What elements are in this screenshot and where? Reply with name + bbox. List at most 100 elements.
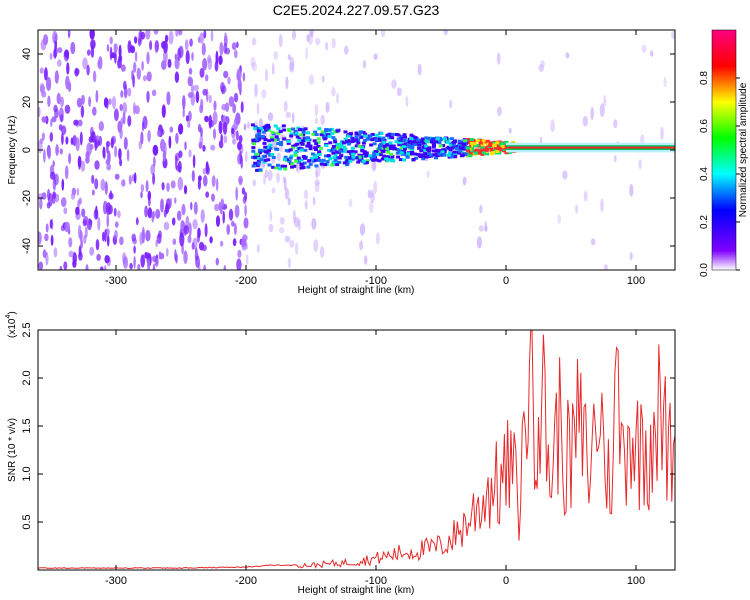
spectrogram-signal-cell (274, 147, 279, 151)
spectrogram-noise-cell (178, 30, 183, 36)
spectrogram-noise-cell (538, 64, 544, 72)
colorbar-gradient (711, 29, 737, 271)
spectrogram-signal-cell (327, 134, 332, 138)
spectrogram-noise-cell (590, 106, 594, 120)
spectrogram-signal-cell (462, 143, 466, 146)
spectrogram-signal-cell (276, 127, 281, 131)
spectrogram-signal-cell (354, 132, 359, 136)
spectrogram-signal-cell (345, 139, 349, 143)
spectrogram-noise-cell (478, 225, 484, 232)
spectrogram-noise-cell (122, 102, 128, 115)
spectrogram-signal-cell (491, 141, 496, 145)
spectrogram-signal-cell (278, 167, 282, 171)
spectrogram-noise-cell (367, 189, 372, 199)
spectrogram-noise-cell (52, 191, 57, 200)
spectrogram-noise-cell (205, 165, 210, 176)
spectrogram-signal-cell (455, 147, 459, 150)
spectrogram-signal-cell (492, 149, 497, 153)
spectrogram-noise-cell (242, 195, 247, 204)
colorbar: 0.0 0.2 0.4 0.6 0.8 Normalized spectral ampl… (699, 29, 749, 277)
spectrogram-signal-cell (291, 144, 296, 148)
spectrogram-signal-cell (463, 153, 468, 157)
spectrogram-noise-cell (81, 208, 86, 218)
spectrogram-signal-cell (396, 155, 401, 159)
spectrogram-noise-cell (603, 95, 607, 107)
spectrogram-noise-cell (192, 154, 196, 168)
spectrogram-signal-cell (314, 133, 319, 137)
spectrogram-signal-cell (382, 154, 387, 158)
spectrogram-signal-cell (388, 132, 393, 136)
spectrogram-signal-cell (396, 133, 401, 137)
spectrogram-noise-cell (243, 217, 249, 229)
y-tick-label: 0 (21, 147, 33, 153)
spectrogram-noise-cell (314, 182, 320, 193)
spectrogram-noise-cell (199, 67, 205, 78)
spectrogram-signal-cell (335, 143, 340, 147)
spectrogram-signal-cell (402, 133, 407, 137)
spectrogram-signal-cell (353, 138, 358, 142)
spectrogram-signal-cell (403, 135, 408, 139)
spectrogram-signal-cell (356, 160, 361, 164)
spectrogram-signal-cell (254, 138, 259, 142)
snr-x-label: Height of straight line (km) (298, 585, 415, 596)
spectrogram-signal-cell (351, 155, 356, 159)
spectrogram-noise-cell (638, 159, 642, 170)
spectrogram-signal-cell (310, 152, 315, 156)
spectrogram-signal-cell (395, 151, 400, 155)
spectrogram-signal-cell (449, 153, 454, 157)
spectrogram-noise-cell (269, 210, 273, 222)
spectrogram-signal-cell (297, 138, 302, 142)
snr-frame (37, 329, 676, 571)
spectrogram-signal-cell (326, 154, 331, 158)
spectrogram-noise-cell (88, 219, 93, 226)
spectrogram-noise-cell (121, 179, 126, 187)
spectrogram-signal-cell (453, 153, 457, 156)
spectrogram-noise-cell (145, 229, 151, 242)
spectrogram-signal-cell (319, 162, 324, 166)
spectrogram-signal-cell (374, 133, 379, 137)
spectrogram-signal-cell (452, 141, 456, 144)
spectrogram-noise-cell (222, 121, 228, 135)
spectrogram-noise-cell (119, 103, 123, 112)
spectrogram-noise-cell (141, 60, 144, 71)
spectrogram-signal-cell (359, 135, 364, 139)
spectrogram-noise-cell (58, 124, 63, 131)
spectrogram-signal-cell (425, 140, 430, 144)
spectrogram-noise-cell (161, 41, 167, 49)
spectrogram-signal-cell (256, 156, 261, 160)
spectrogram-noise-cell (251, 61, 257, 72)
spectrogram-signal-cell (328, 157, 333, 161)
spectrogram-noise-cell (178, 123, 184, 135)
spectrogram-signal-cell (305, 138, 310, 142)
spectrogram-noise-cell (45, 223, 49, 233)
spectrogram-signal-cell (270, 136, 274, 140)
spectrogram-signal-cell (365, 159, 370, 163)
spectrogram-signal-cell (337, 160, 342, 164)
spectrogram-signal-cell (389, 135, 394, 139)
spectrogram-noise-cell (181, 203, 186, 216)
spectrogram-noise-cell (222, 210, 225, 224)
spectrogram-signal-cell (369, 143, 374, 147)
spectrogram-signal-cell (314, 142, 319, 146)
spectrogram-noise-cell (141, 230, 145, 244)
spectrogram-signal-cell (348, 159, 353, 163)
spectrogram-signal-cell (497, 146, 502, 150)
spectrogram-noise-cell (417, 63, 422, 76)
spectrogram-signal-cell (359, 130, 364, 134)
spectrogram-noise-cell (102, 231, 105, 242)
spectrogram-signal-cell (364, 154, 369, 158)
spectrogram-noise-cell (660, 126, 664, 140)
spectrogram-signal-cell (434, 156, 438, 160)
spectrogram-noise-cell (239, 150, 242, 164)
y-tick-label: 0.5 (21, 514, 33, 529)
spectrogram-signal-cell (286, 140, 291, 143)
spectrogram-noise-cell (252, 179, 257, 187)
x-tick-label: 100 (627, 575, 645, 587)
spectrogram-noise-cell (224, 32, 228, 43)
spectrogram-signal-cell (293, 143, 298, 147)
spectrogram-noise-cell (70, 137, 74, 145)
spectrogram-signal-cell (258, 148, 262, 152)
spectrogram-noise-cell (238, 135, 243, 143)
spectrogram-signal-cell (333, 158, 338, 162)
spectrogram-signal-cell (396, 137, 401, 141)
